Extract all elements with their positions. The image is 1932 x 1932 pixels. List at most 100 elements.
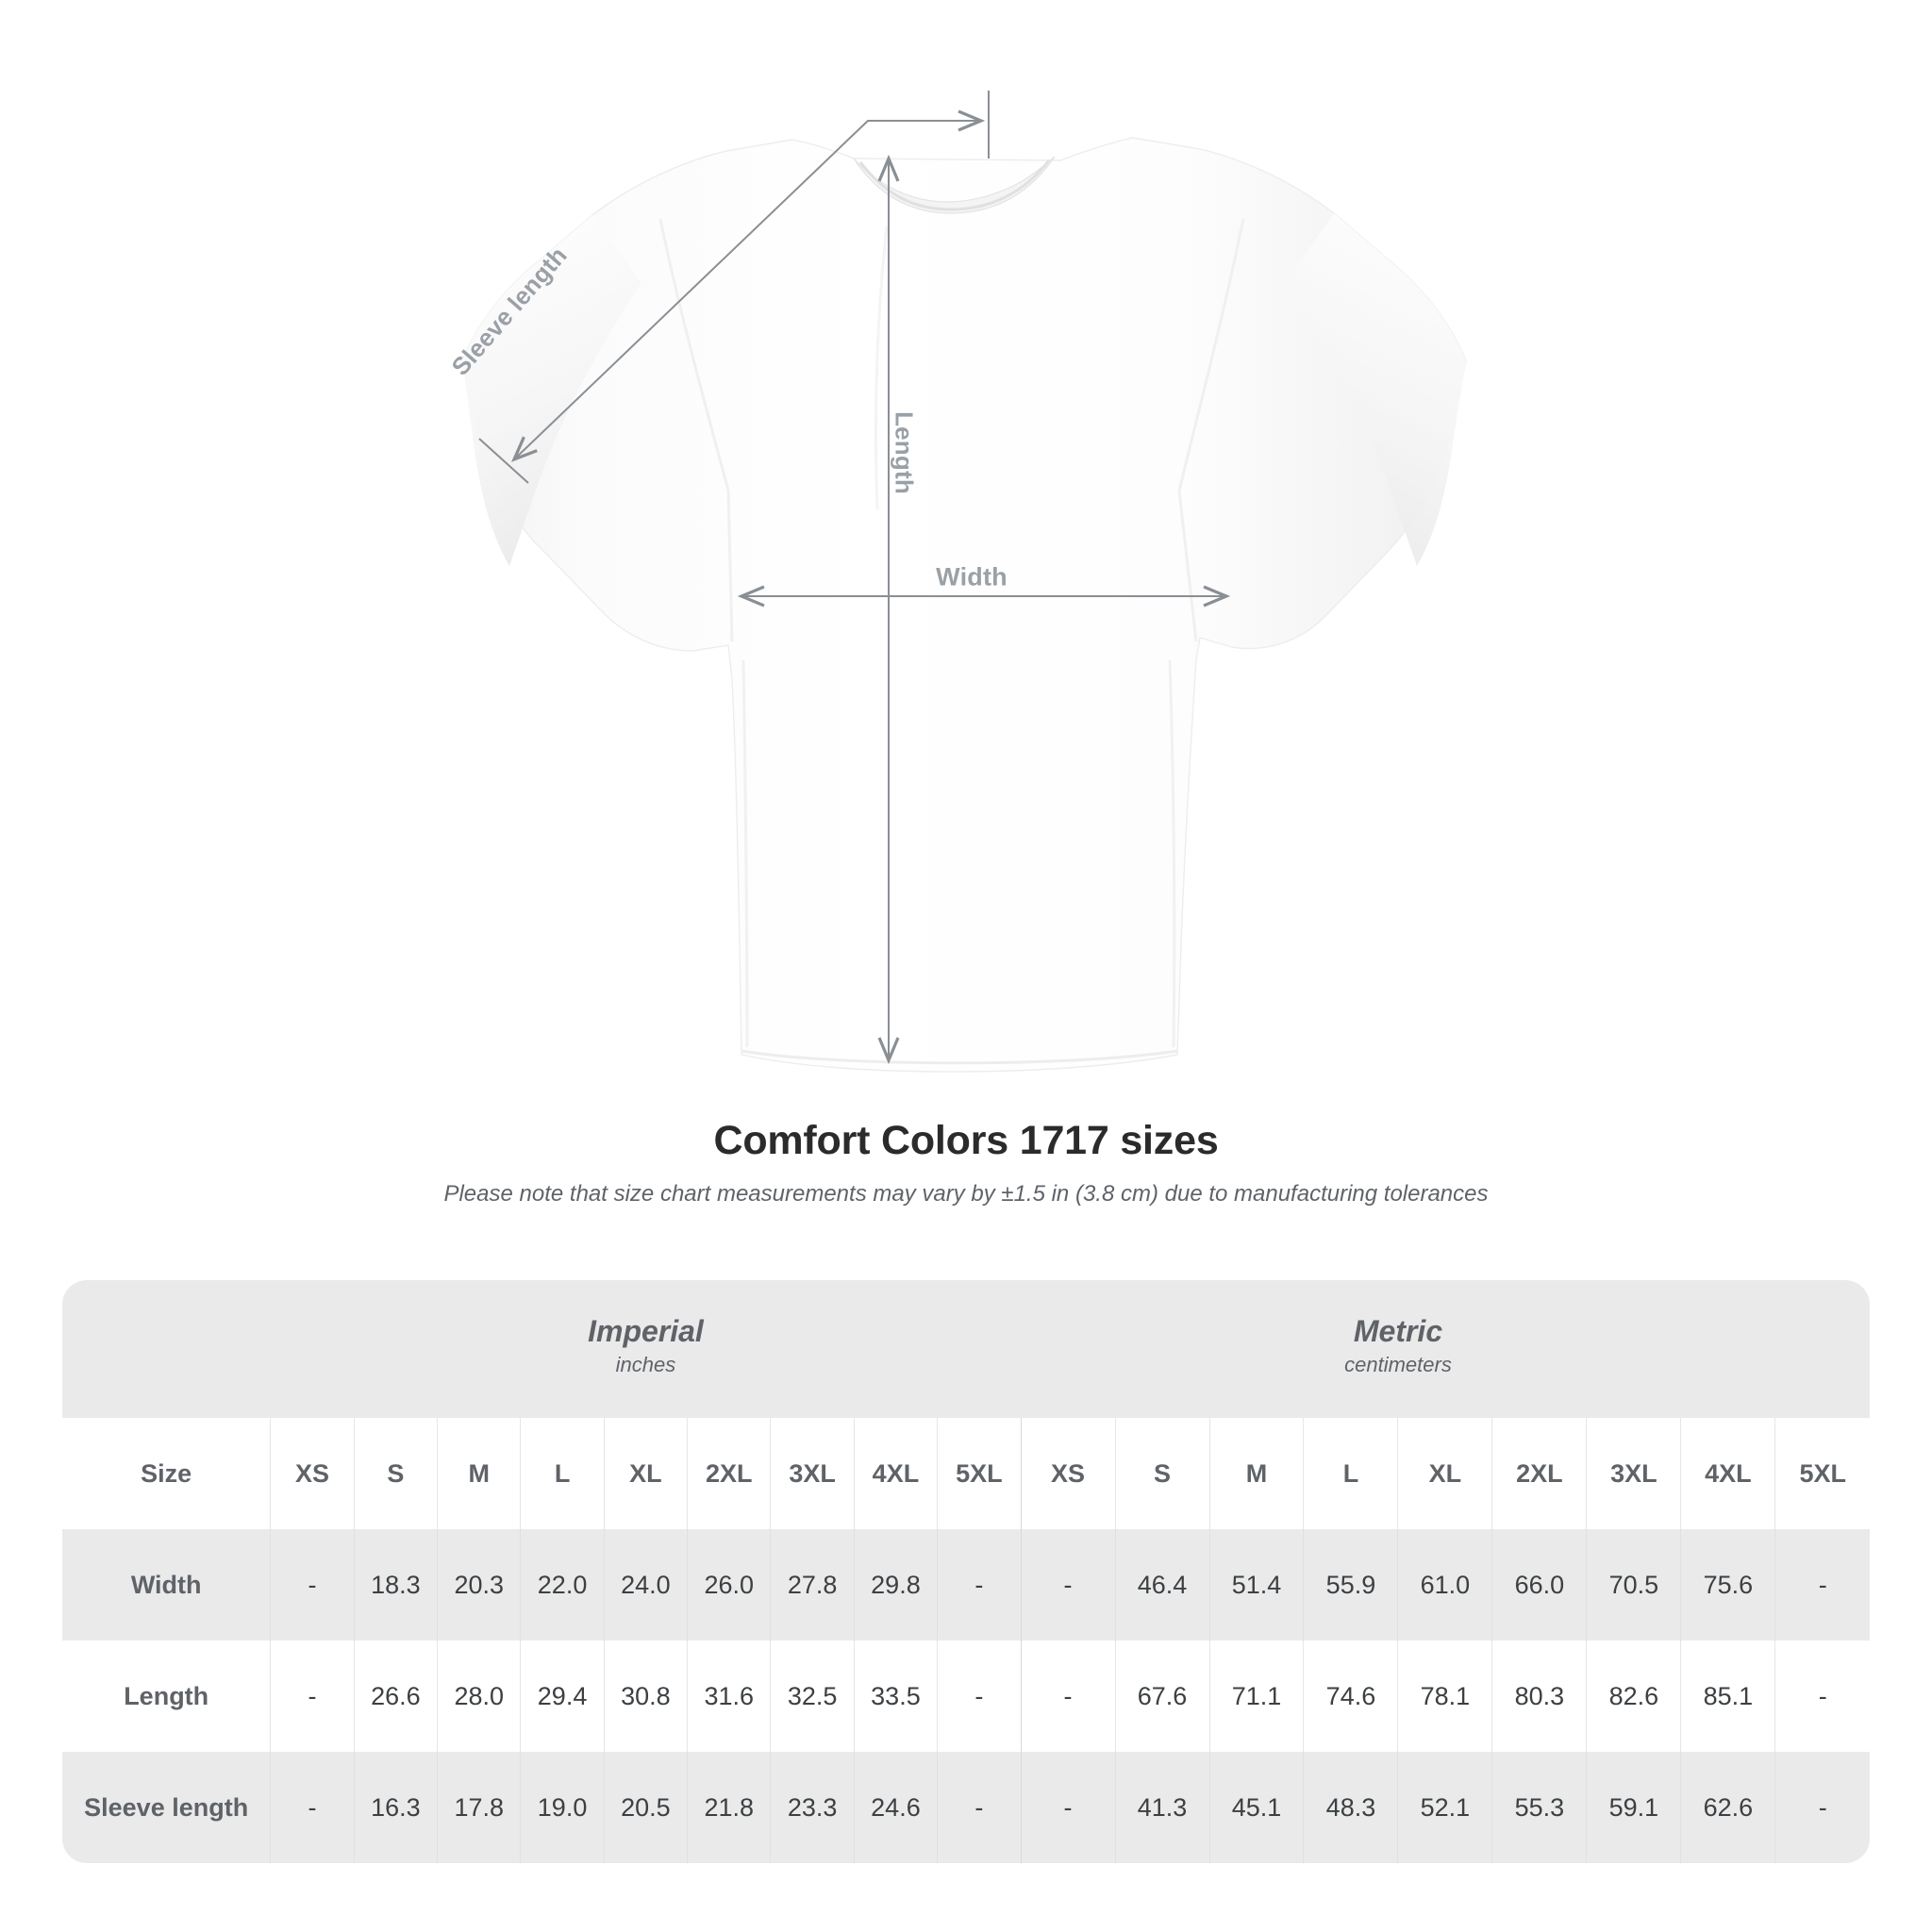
unit-group-row: Imperial inches Metric centimeters: [62, 1280, 1870, 1418]
cell-sleeve-imperial-xl: 20.5: [603, 1752, 688, 1863]
unit-group-metric: Metric centimeters: [1021, 1280, 1775, 1418]
unit-group-imperial: Imperial inches: [270, 1280, 1022, 1418]
cell-sleeve-metric-3xl: 59.1: [1586, 1752, 1681, 1863]
row-label-width: Width: [62, 1529, 271, 1641]
cell-sleeve-metric-l: 48.3: [1303, 1752, 1398, 1863]
size-header-metric-3xl: 3XL: [1586, 1418, 1681, 1529]
cell-sleeve-imperial-3xl: 23.3: [770, 1752, 855, 1863]
cell-length-imperial-3xl: 32.5: [770, 1641, 855, 1752]
cell-length-imperial-s: 26.6: [353, 1641, 438, 1752]
size-header-metric-xl: XL: [1397, 1418, 1492, 1529]
cell-sleeve-metric-m: 45.1: [1208, 1752, 1304, 1863]
size-header-imperial-xs: XS: [270, 1418, 355, 1529]
tshirt-illustration: Sleeve length Length Width: [445, 91, 1467, 1073]
unit-row-spacer-right: [1774, 1280, 1870, 1418]
cell-length-metric-xs: -: [1020, 1641, 1116, 1752]
cell-length-imperial-xl: 30.8: [603, 1641, 688, 1752]
unit-group-metric-sub: centimeters: [1344, 1353, 1452, 1377]
cell-sleeve-imperial-m: 17.8: [437, 1752, 521, 1863]
cell-width-imperial-l: 22.0: [520, 1529, 605, 1641]
size-header-imperial-3xl: 3XL: [770, 1418, 855, 1529]
cell-width-metric-3xl: 70.5: [1586, 1529, 1681, 1641]
cell-sleeve-metric-xl: 52.1: [1397, 1752, 1492, 1863]
cell-width-metric-2xl: 66.0: [1491, 1529, 1587, 1641]
sleeve-length-line: [510, 109, 986, 462]
table-row: Sleeve length - 16.3 17.8 19.0 20.5 21.8…: [62, 1752, 1870, 1863]
cell-width-imperial-3xl: 27.8: [770, 1529, 855, 1641]
cell-length-imperial-l: 29.4: [520, 1641, 605, 1752]
size-header-imperial-2xl: 2XL: [687, 1418, 771, 1529]
cell-width-metric-5xl: -: [1774, 1529, 1870, 1641]
cell-length-metric-l: 74.6: [1303, 1641, 1398, 1752]
title-block: Comfort Colors 1717 sizes Please note th…: [0, 1118, 1932, 1208]
size-header-imperial-m: M: [437, 1418, 521, 1529]
cell-length-metric-s: 67.6: [1114, 1641, 1209, 1752]
tshirt-measurement-diagram: [461, 91, 1467, 1073]
cell-sleeve-imperial-2xl: 21.8: [687, 1752, 771, 1863]
tolerance-note: Please note that size chart measurements…: [443, 1181, 1489, 1207]
unit-group-metric-name: Metric: [1353, 1314, 1443, 1349]
size-header-metric-4xl: 4XL: [1680, 1418, 1775, 1529]
cell-width-imperial-4xl: 29.8: [853, 1529, 938, 1641]
cell-width-metric-4xl: 75.6: [1680, 1529, 1775, 1641]
size-header-imperial-l: L: [520, 1418, 605, 1529]
cell-width-imperial-s: 18.3: [353, 1529, 438, 1641]
cell-sleeve-imperial-5xl: -: [937, 1752, 1022, 1863]
cell-length-metric-3xl: 82.6: [1586, 1641, 1681, 1752]
table-row: Length - 26.6 28.0 29.4 30.8 31.6 32.5 3…: [62, 1641, 1870, 1752]
cell-sleeve-imperial-s: 16.3: [353, 1752, 438, 1863]
size-header-imperial-xl: XL: [603, 1418, 688, 1529]
cell-width-imperial-2xl: 26.0: [687, 1529, 771, 1641]
size-header-metric-m: M: [1208, 1418, 1304, 1529]
tshirt-hem: [741, 1049, 1178, 1065]
cell-width-metric-xs: -: [1020, 1529, 1116, 1641]
cell-length-imperial-4xl: 33.5: [853, 1641, 938, 1752]
cell-width-imperial-m: 20.3: [437, 1529, 521, 1641]
row-label-sleeve-length: Sleeve length: [62, 1752, 271, 1863]
size-header-imperial-4xl: 4XL: [853, 1418, 938, 1529]
cell-length-metric-5xl: -: [1774, 1641, 1870, 1752]
cell-length-imperial-5xl: -: [937, 1641, 1022, 1752]
cell-width-imperial-xs: -: [270, 1529, 355, 1641]
cell-sleeve-imperial-xs: -: [270, 1752, 355, 1863]
cell-length-imperial-xs: -: [270, 1641, 355, 1752]
tshirt-fold-left: [741, 659, 749, 1048]
size-chart-table-wrapper: Imperial inches Metric centimeters Size …: [62, 1280, 1870, 1863]
unit-row-spacer: [62, 1280, 271, 1418]
page-title: Comfort Colors 1717 sizes: [713, 1118, 1219, 1163]
unit-group-imperial-name: Imperial: [588, 1314, 704, 1349]
size-header-imperial-5xl: 5XL: [937, 1418, 1022, 1529]
cell-sleeve-metric-2xl: 55.3: [1491, 1752, 1587, 1863]
size-header-metric-2xl: 2XL: [1491, 1418, 1587, 1529]
cell-width-metric-s: 46.4: [1114, 1529, 1209, 1641]
cell-width-metric-xl: 61.0: [1397, 1529, 1492, 1641]
size-header-metric-l: L: [1303, 1418, 1398, 1529]
measurement-lines: [478, 91, 1231, 1065]
cell-width-metric-m: 51.4: [1208, 1529, 1304, 1641]
cell-length-metric-xl: 78.1: [1397, 1641, 1492, 1752]
cell-width-imperial-xl: 24.0: [603, 1529, 688, 1641]
unit-group-imperial-sub: inches: [615, 1353, 676, 1377]
length-dimension-label: Length: [890, 411, 919, 494]
cell-length-metric-2xl: 80.3: [1491, 1641, 1587, 1752]
tshirt-right-armhole: [1177, 218, 1245, 642]
size-header-metric-5xl: 5XL: [1774, 1418, 1870, 1529]
size-header-metric-s: S: [1114, 1418, 1209, 1529]
cell-width-metric-l: 55.9: [1303, 1529, 1398, 1641]
size-header-label: Size: [62, 1418, 271, 1529]
cell-sleeve-metric-s: 41.3: [1114, 1752, 1209, 1863]
cell-sleeve-metric-4xl: 62.6: [1680, 1752, 1775, 1863]
width-dimension-label: Width: [936, 562, 1008, 591]
cell-length-metric-4xl: 85.1: [1680, 1641, 1775, 1752]
tshirt-right-sleeve-shade: [1285, 213, 1466, 566]
cell-sleeve-metric-5xl: -: [1774, 1752, 1870, 1863]
tshirt-fold-right: [1168, 659, 1176, 1048]
cell-width-imperial-5xl: -: [937, 1529, 1022, 1641]
sleeve-length-start-tick: [478, 438, 529, 484]
cell-sleeve-imperial-4xl: 24.6: [853, 1752, 938, 1863]
size-header-metric-xs: XS: [1020, 1418, 1116, 1529]
cell-length-metric-m: 71.1: [1208, 1641, 1304, 1752]
tshirt-garment: [461, 137, 1467, 1073]
size-header-row: Size XS S M L XL 2XL 3XL 4XL 5XL XS S M …: [62, 1418, 1870, 1529]
row-label-length: Length: [62, 1641, 271, 1752]
